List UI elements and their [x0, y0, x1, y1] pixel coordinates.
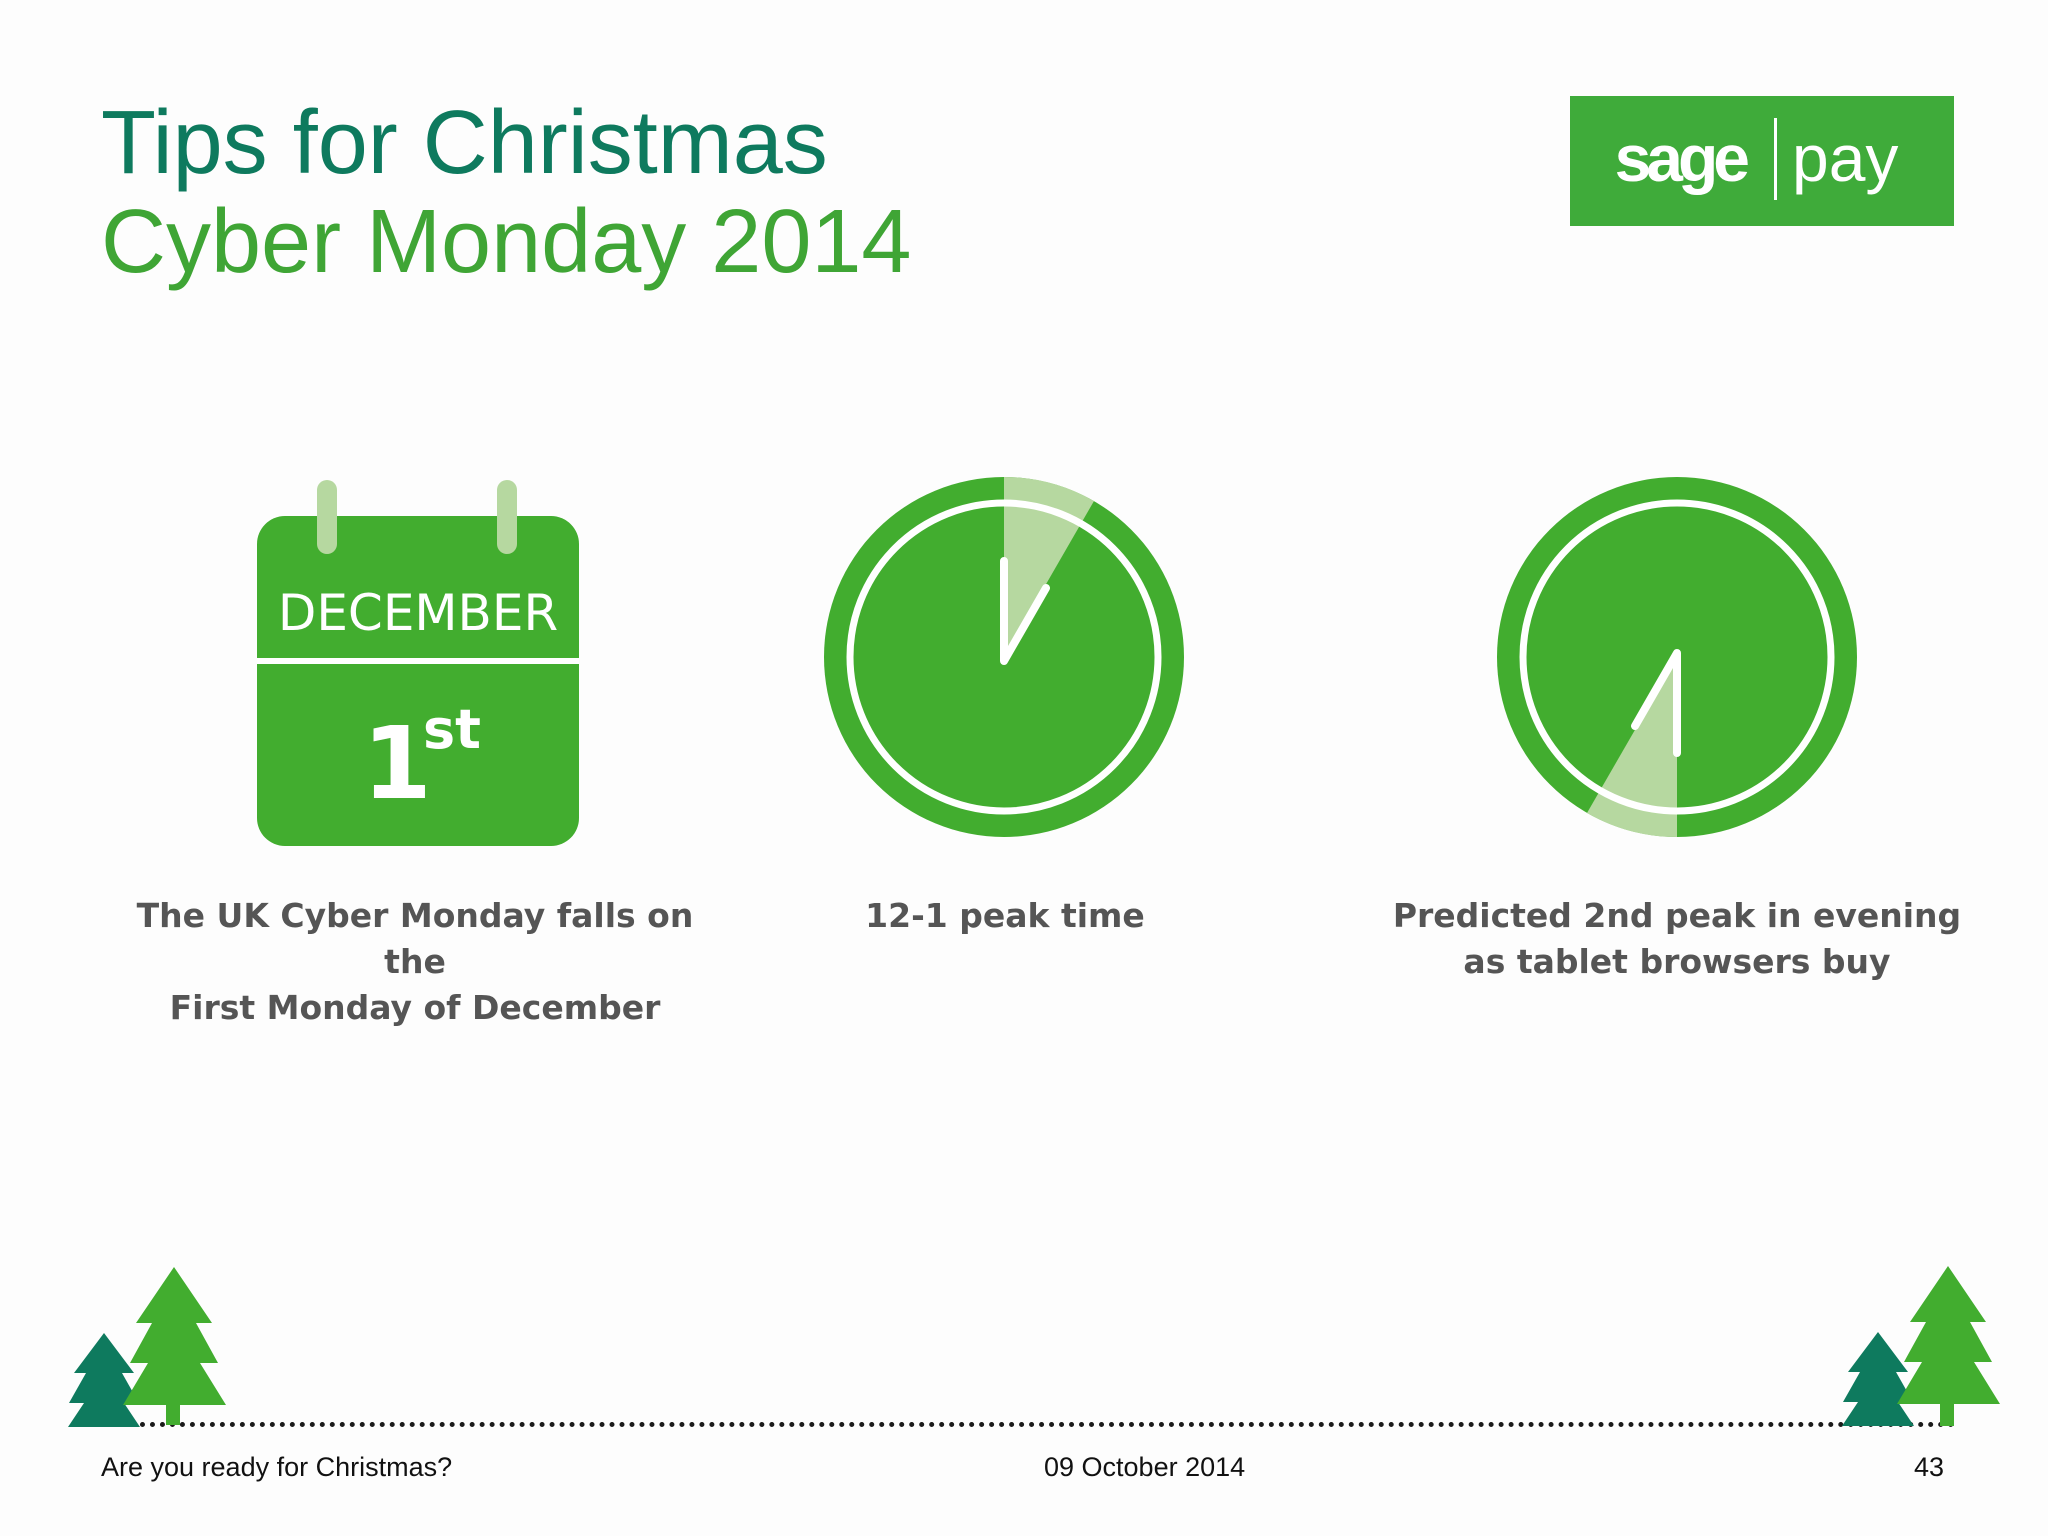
- sage-pay-logo: sage pay: [1570, 96, 1954, 226]
- page-number: 43: [1914, 1452, 1945, 1482]
- caption-line: Predicted 2nd peak in evening: [1392, 896, 1962, 935]
- caption-line: The UK Cyber Monday falls on the: [136, 896, 694, 981]
- footer-date: 09 October 2014: [1044, 1452, 1246, 1482]
- logo-text-pay: pay: [1792, 121, 1898, 195]
- christmas-trees-right-icon: [1842, 1264, 2007, 1434]
- clock-evening-icon: [1496, 476, 1858, 843]
- calendar-day-suffix: st: [423, 698, 481, 761]
- footer-presentation-title: Are you ready for Christmas?: [101, 1452, 453, 1482]
- tip-caption-peak-time: 12-1 peak time: [760, 893, 1250, 939]
- christmas-trees-left-icon: [66, 1265, 241, 1435]
- footer-divider: [120, 1422, 1955, 1427]
- slide-title: Tips for Christmas: [101, 93, 828, 193]
- caption-line: 12-1 peak time: [865, 896, 1145, 935]
- calendar-day-number: 1: [362, 705, 432, 822]
- calendar-month: DECEMBER: [278, 584, 558, 642]
- tip-caption-second-peak: Predicted 2nd peak in evening as tablet …: [1367, 893, 1987, 985]
- caption-line: as tablet browsers buy: [1463, 942, 1891, 981]
- caption-line: First Monday of December: [169, 988, 661, 1027]
- logo-text-sage: sage: [1615, 121, 1749, 195]
- calendar-icon: DECEMBER 1 st: [255, 478, 585, 853]
- tip-caption-cyber-monday-date: The UK Cyber Monday falls on the First M…: [120, 893, 710, 1031]
- slide-subtitle: Cyber Monday 2014: [101, 192, 912, 292]
- clock-noon-icon: [823, 476, 1185, 843]
- logo-divider: [1774, 118, 1777, 200]
